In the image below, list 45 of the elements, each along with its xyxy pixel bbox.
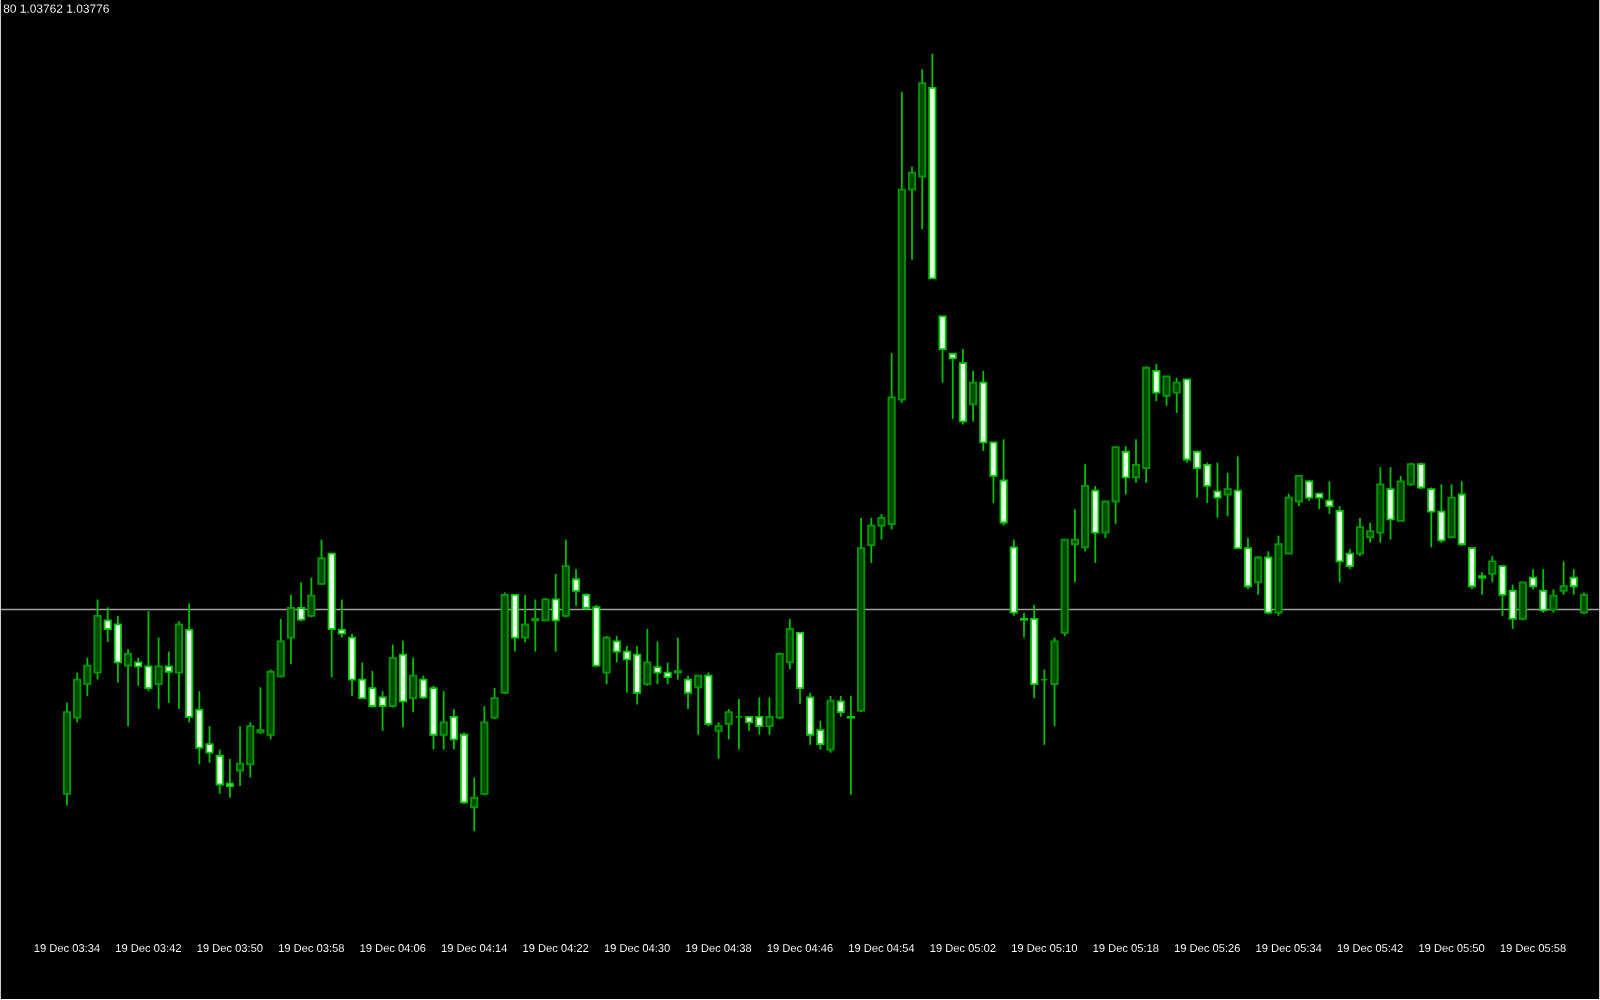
candlestick: [1417, 462, 1426, 491]
candlestick: [1549, 588, 1558, 615]
candlestick: [124, 648, 133, 728]
candlestick: [714, 721, 723, 761]
candlestick: [551, 573, 560, 653]
candlestick: [1121, 445, 1130, 496]
candlestick: [1518, 581, 1527, 622]
candlestick: [1254, 555, 1263, 597]
candlestick: [1325, 480, 1334, 516]
candlestick: [969, 370, 978, 423]
candlestick: [673, 637, 682, 681]
candlestick: [571, 568, 581, 608]
candlestick: [1539, 568, 1548, 615]
candlestick: [846, 695, 855, 797]
candlestick: [164, 651, 173, 705]
candlestick: [1528, 568, 1538, 591]
candlestick: [683, 675, 693, 711]
candlestick: [521, 594, 530, 644]
candlestick: [398, 640, 408, 729]
candlestick: [643, 628, 652, 688]
candlestick: [1559, 560, 1568, 597]
candlestick: [948, 353, 957, 421]
candlestick: [317, 539, 326, 587]
candlestick: [307, 577, 316, 619]
candlestick: [694, 675, 703, 737]
candlestick: [470, 777, 479, 833]
candlestick: [938, 316, 947, 384]
candlestick: [1569, 568, 1578, 597]
candlestick: [1152, 363, 1161, 403]
candlestick: [439, 690, 448, 751]
candlestick: [1213, 462, 1222, 520]
candlestick: [1091, 485, 1100, 565]
candlestick: [510, 593, 519, 653]
candlestick: [1223, 472, 1232, 518]
candlestick: [1447, 483, 1456, 539]
candlestick: [836, 695, 845, 719]
candlestick: [999, 438, 1008, 527]
candlestick: [409, 657, 418, 714]
candlestick: [297, 581, 306, 623]
candlestick: [1386, 466, 1395, 541]
candlestick: [602, 635, 611, 686]
candlestick: [490, 687, 499, 721]
candlestick: [286, 594, 296, 666]
candlestick: [154, 637, 163, 711]
candlestick: [1488, 555, 1497, 584]
